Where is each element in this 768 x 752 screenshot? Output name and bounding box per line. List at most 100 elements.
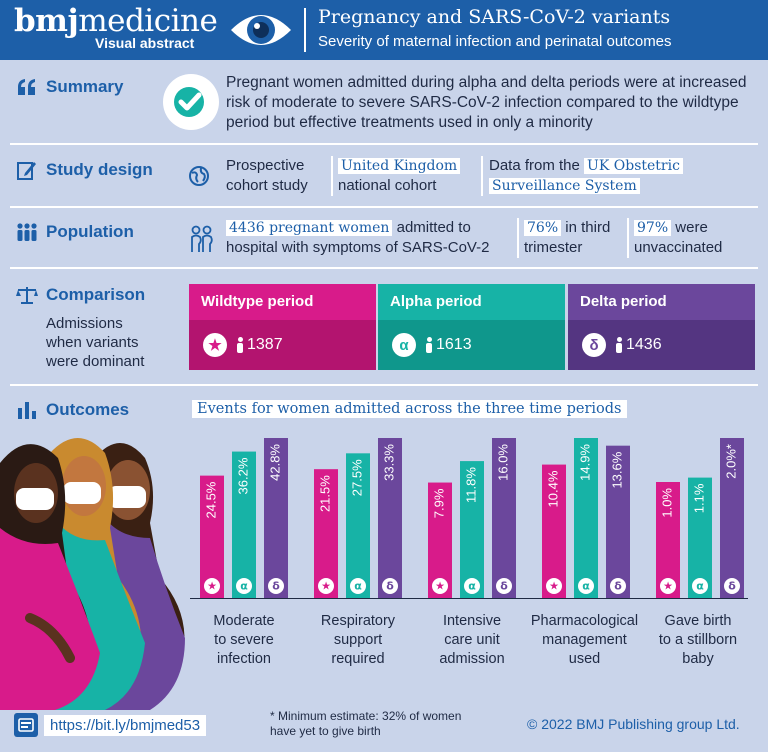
link-icon xyxy=(14,713,38,737)
bar-value-label: 2.0%* xyxy=(723,444,738,479)
period-symbol-badge xyxy=(382,578,398,594)
people-icon xyxy=(16,221,38,243)
bar-delta-period xyxy=(492,438,516,598)
category-label: Intensive care unit admission xyxy=(439,613,505,667)
period-symbol-badge xyxy=(660,578,676,594)
globe-icon xyxy=(189,166,209,186)
bar-value-label: 7.9% xyxy=(431,488,446,518)
bar-value-label: 14.9% xyxy=(577,444,592,481)
period-symbol: α xyxy=(354,580,362,593)
pregnant-women-icon xyxy=(191,225,213,252)
bar-wildtype-period xyxy=(200,475,224,598)
period-symbol-badge xyxy=(268,578,284,594)
period-symbol: δ xyxy=(614,580,622,593)
link-url[interactable]: https://bit.ly/bmjmed53 xyxy=(44,714,207,736)
population-vaccination: 97% were unvaccinated xyxy=(634,219,723,256)
column-divider xyxy=(627,218,629,258)
delta-icon: δ xyxy=(582,333,606,357)
bar-delta-period xyxy=(264,438,288,598)
period-symbol: δ xyxy=(386,580,394,593)
section-divider xyxy=(10,384,758,386)
outcomes-caption: Events for women admitted across the thr… xyxy=(192,400,627,418)
period-symbol: ★ xyxy=(207,580,217,593)
bar-value-label: 27.5% xyxy=(349,459,364,496)
star-icon: ★ xyxy=(203,333,227,357)
alpha-icon: α xyxy=(392,333,416,357)
study-design-heading: Study design xyxy=(16,159,153,181)
page-title: Pregnancy and SARS-CoV-2 variants xyxy=(318,6,671,28)
copyright: © 2022 BMJ Publishing group Ltd. xyxy=(527,716,740,732)
period-symbol: ★ xyxy=(435,580,445,593)
column-divider xyxy=(517,218,519,258)
bar-alpha-period xyxy=(346,453,370,598)
period-symbol-badge xyxy=(578,578,594,594)
bar-alpha-period xyxy=(574,438,598,598)
page-subtitle: Severity of maternal infection and perin… xyxy=(318,33,672,50)
check-badge xyxy=(163,74,219,130)
bar-alpha-period xyxy=(460,461,484,598)
chart-baseline xyxy=(190,598,748,599)
category-label: Pharmacological management used xyxy=(530,613,639,667)
period-title: Delta period xyxy=(568,284,755,320)
brand-logo: bmjmedicine xyxy=(14,3,218,39)
period-symbol: ★ xyxy=(549,580,559,593)
section-divider xyxy=(10,206,758,208)
person-icon xyxy=(616,337,622,353)
period-symbol-badge xyxy=(610,578,626,594)
period-symbol: ★ xyxy=(663,580,673,593)
period-symbol: α xyxy=(240,580,248,593)
period-symbol-badge xyxy=(318,578,334,594)
bar-value-label: 42.8% xyxy=(267,444,282,481)
period-symbol: α xyxy=(582,580,590,593)
header-divider xyxy=(304,8,306,52)
short-link[interactable]: https://bit.ly/bmjmed53 xyxy=(14,713,207,737)
scales-icon xyxy=(16,284,38,306)
column-divider xyxy=(481,156,483,196)
category-label: Respiratory support required xyxy=(320,613,396,667)
bar-wildtype-period xyxy=(542,464,566,598)
period-symbol-badge xyxy=(496,578,512,594)
section-divider xyxy=(10,143,758,145)
period-symbol-badge xyxy=(464,578,480,594)
pencil-icon xyxy=(16,159,38,181)
period-title: Wildtype period xyxy=(189,284,376,320)
population-trimester: 76% in third trimester xyxy=(524,219,611,256)
period-symbol: δ xyxy=(728,580,736,593)
quote-icon xyxy=(16,76,38,98)
population-heading: Population xyxy=(16,221,134,243)
period-symbol-badge xyxy=(350,578,366,594)
period-symbol-badge xyxy=(432,578,448,594)
period-symbol-badge xyxy=(236,578,252,594)
bar-wildtype-period xyxy=(314,469,338,598)
period-count: 1436 xyxy=(626,336,662,353)
period-symbol-badge xyxy=(692,578,708,594)
period-symbol-badge xyxy=(546,578,562,594)
person-icon xyxy=(237,337,243,353)
period-symbol: δ xyxy=(500,580,508,593)
period-symbol-badge xyxy=(724,578,740,594)
bar-value-label: 21.5% xyxy=(317,475,332,512)
population-count: 4436 pregnant women admitted to hospital… xyxy=(226,219,490,256)
pregnant-women-illustration xyxy=(0,438,185,710)
bar-value-label: 16.0% xyxy=(495,444,510,481)
period-symbol: α xyxy=(696,580,704,593)
section-divider xyxy=(10,267,758,269)
bar-value-label: 36.2% xyxy=(235,457,250,494)
bar-value-label: 1.0% xyxy=(659,488,674,518)
bar-value-label: 10.4% xyxy=(545,470,560,507)
study-type: Prospective cohort study xyxy=(226,157,308,194)
bar-value-label: 11.8% xyxy=(463,467,478,503)
study-location: United Kingdom national cohort xyxy=(338,156,461,196)
period-symbol: δ xyxy=(272,580,280,593)
bar-value-label: 13.6% xyxy=(609,451,624,488)
period-count: 1613 xyxy=(436,336,472,353)
bar-value-label: 33.3% xyxy=(381,444,396,481)
person-icon xyxy=(426,337,432,353)
brand-subtitle: Visual abstract xyxy=(95,35,195,51)
period-symbol: ★ xyxy=(321,580,331,593)
eye-icon xyxy=(231,15,291,45)
alpha-period-card: Alpha period α 1613 xyxy=(378,284,565,370)
period-title: Alpha period xyxy=(378,284,565,320)
period-symbol-badge xyxy=(204,578,220,594)
summary-text: Pregnant women admitted during alpha and… xyxy=(226,74,747,131)
